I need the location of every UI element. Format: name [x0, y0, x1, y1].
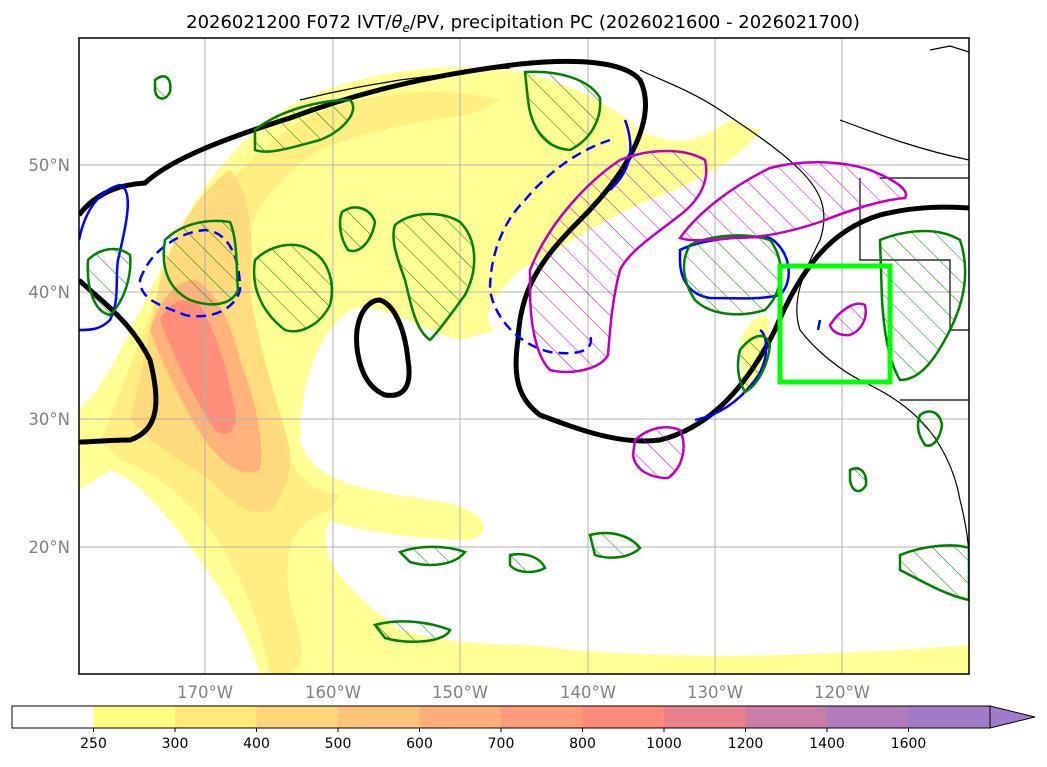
lat-labels: 50°N 40°N 30°N 20°N [28, 156, 70, 557]
lat-label-50: 50°N [28, 156, 70, 175]
colorbar-level-label: 1600 [891, 736, 927, 752]
colorbar-segment [419, 706, 502, 728]
precip-green-15 [86, 247, 132, 317]
colorbar-level-label: 600 [406, 736, 433, 752]
colorbar-segment [256, 706, 339, 728]
colorbar-level-label: 1400 [809, 736, 845, 752]
precip-green-12 [848, 467, 868, 493]
colorbar-extend-arrow [989, 705, 1036, 729]
colorbar-level-label: 250 [80, 736, 107, 752]
lon-label-140w: 140°W [560, 683, 616, 702]
precip-magenta-regions [528, 149, 908, 480]
lat-label-40: 40°N [28, 283, 70, 302]
precip-green-18 [736, 334, 772, 394]
lon-label-120w: 120°W [814, 683, 870, 702]
colorbar-segment [175, 706, 257, 728]
precip-green-4 [523, 70, 602, 152]
lon-label-150w: 150°W [432, 683, 488, 702]
lat-label-30: 30°N [28, 410, 70, 429]
precip-green-13 [397, 545, 468, 567]
precip-green-1 [162, 219, 240, 306]
pv-dashed-west [138, 228, 242, 318]
figure-title: 2026021200 F072 IVT/θe/PV, precipitation… [186, 12, 860, 35]
lon-label-160w: 160°W [305, 683, 361, 702]
lon-labels: 170°W 160°W 150°W 140°W 130°W 120°W [177, 683, 870, 702]
precip-green-6 [682, 234, 782, 316]
lat-label-20: 20°N [28, 538, 70, 557]
precip-magenta-3 [631, 426, 685, 480]
region-highlight-box [777, 263, 893, 385]
pv-contour-mark [816, 319, 822, 331]
precip-green-10 [372, 620, 452, 643]
colorbar-segment [12, 706, 94, 728]
colorbar-level-label: 300 [162, 736, 189, 752]
precip-magenta-4 [828, 302, 867, 337]
colorbar-level-label: 1000 [646, 736, 682, 752]
precip-green-16 [338, 206, 377, 253]
colorbar-level-label: 700 [488, 736, 515, 752]
precip-magenta-1 [528, 149, 708, 374]
precip-green-17 [153, 75, 172, 100]
precip-green-11 [916, 410, 944, 447]
colorbar-level-label: 500 [325, 736, 352, 752]
lon-label-130w: 130°W [687, 683, 743, 702]
colorbar-segment [908, 706, 991, 728]
map-border [78, 37, 970, 675]
colorbar-level-label: 1200 [728, 736, 764, 752]
colorbar-segment [664, 706, 746, 728]
precip-green-5 [253, 98, 355, 153]
ivt-800-shade [160, 300, 236, 434]
colorbar-segment [745, 706, 828, 728]
map-area [79, 38, 969, 674]
precip-green-3 [392, 212, 476, 342]
precip-green-regions [86, 70, 969, 643]
colorbar-level-label: 800 [569, 736, 596, 752]
colorbar-segment [827, 706, 909, 728]
lon-label-170w: 170°W [177, 683, 233, 702]
precip-green-2 [252, 243, 334, 333]
precip-green-8 [898, 544, 969, 602]
colorbar-segment [501, 706, 583, 728]
precip-green-9 [588, 531, 642, 559]
colorbar-segment [338, 706, 420, 728]
theta-e-contour-closed [354, 297, 412, 398]
precip-green-14 [508, 552, 547, 574]
colorbar-segment [93, 706, 176, 728]
colorbar-level-label: 400 [243, 736, 270, 752]
coastlines [299, 45, 969, 561]
precip-magenta-2 [678, 160, 908, 242]
colorbar-segment [582, 706, 665, 728]
colorbar: 250 300 400 500 600 700 800 1000 1200 1400 1600 [11, 705, 1036, 752]
